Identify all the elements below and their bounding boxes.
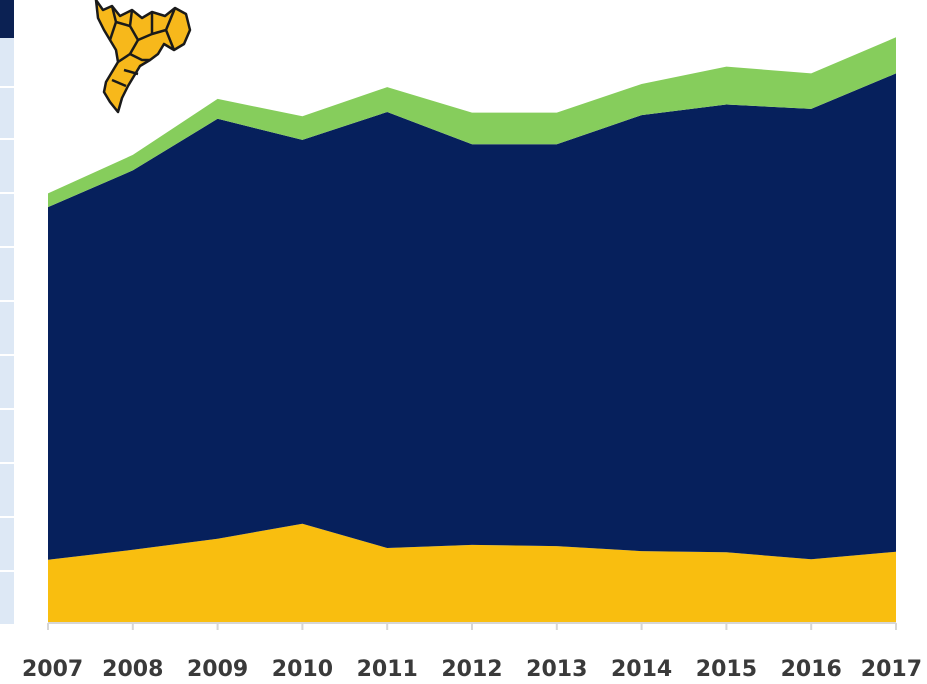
x-tick-label: 2016 bbox=[781, 657, 842, 682]
left-strip-cell bbox=[0, 194, 14, 248]
left-strip-cell bbox=[0, 302, 14, 356]
x-tick-label: 2008 bbox=[102, 657, 163, 682]
left-strip-cell bbox=[0, 140, 14, 194]
x-tick-label: 2009 bbox=[187, 657, 248, 682]
x-tick-label: 2012 bbox=[441, 657, 502, 682]
left-strip-cell bbox=[0, 410, 14, 464]
left-strip-cell bbox=[0, 464, 14, 518]
area-series-1 bbox=[48, 523, 896, 622]
area-series-3 bbox=[48, 37, 896, 208]
x-tick-label: 2017 bbox=[861, 657, 922, 682]
left-strip-cell bbox=[0, 88, 14, 140]
left-strip-cell bbox=[0, 518, 14, 572]
x-tick-label: 2014 bbox=[611, 657, 672, 682]
x-axis-tick-labels: 2007 2008 2009 2010 2011 2012 2013 2014 2015 2016… bbox=[22, 657, 922, 682]
x-tick-label: 2015 bbox=[696, 657, 757, 682]
left-strip-header bbox=[0, 0, 14, 38]
x-tick-label: 2011 bbox=[357, 657, 418, 682]
area-series-2 bbox=[48, 73, 896, 560]
left-strip-cell bbox=[0, 572, 14, 626]
left-strip-cell bbox=[0, 248, 14, 302]
left-panel-strip bbox=[0, 0, 14, 640]
x-axis-ticks bbox=[47, 623, 897, 630]
left-strip-cell bbox=[0, 356, 14, 410]
left-strip-cell bbox=[0, 38, 14, 88]
area-series-group bbox=[48, 37, 896, 622]
x-tick-label: 2010 bbox=[272, 657, 333, 682]
x-tick-label: 2007 bbox=[22, 657, 83, 682]
yellow-map-icon bbox=[94, 0, 192, 114]
x-tick-label: 2013 bbox=[526, 657, 587, 682]
